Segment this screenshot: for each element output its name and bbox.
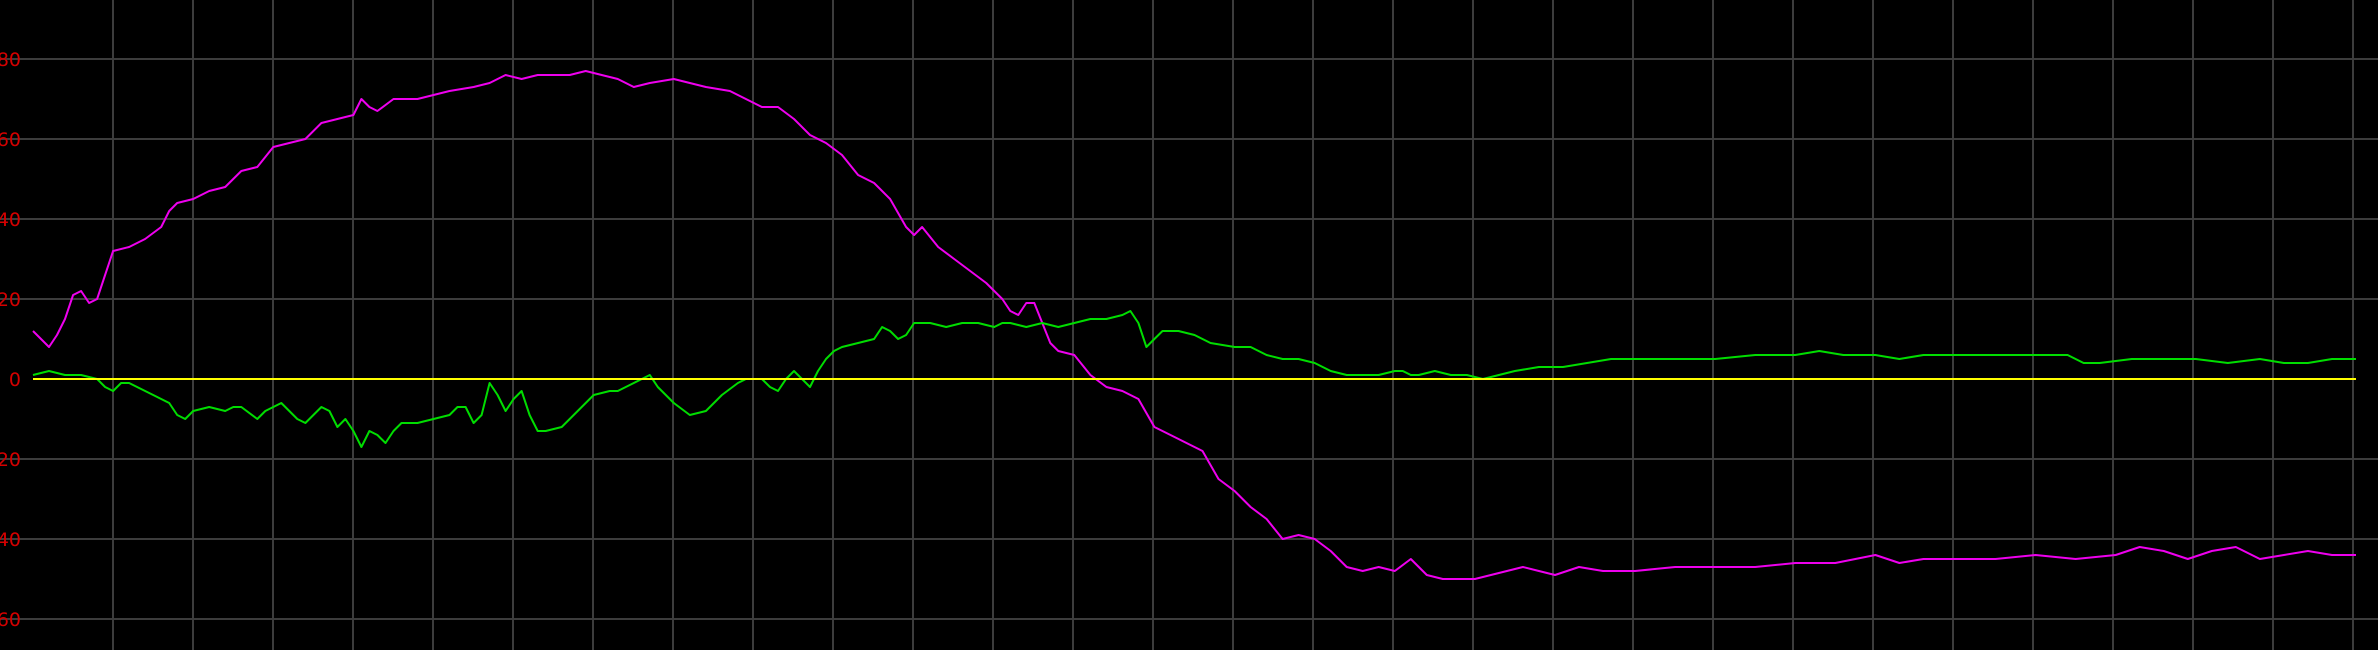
y-tick-label: 20 [0, 289, 21, 311]
y-tick-label: 40 [0, 209, 21, 231]
y-tick-label: 80 [0, 49, 21, 71]
y-tick-labels: 80 60 40 20 0 20 40 60 [0, 49, 21, 631]
y-tick-label: 60 [0, 129, 21, 151]
series-lines [32, 70, 2356, 580]
y-tick-label: 0 [9, 369, 21, 391]
y-tick-label: 40 [0, 529, 21, 551]
series-line-0 [32, 70, 2356, 580]
series-line-1 [32, 310, 2356, 448]
y-tick-label: 20 [0, 449, 21, 471]
y-tick-label: 60 [0, 609, 21, 631]
